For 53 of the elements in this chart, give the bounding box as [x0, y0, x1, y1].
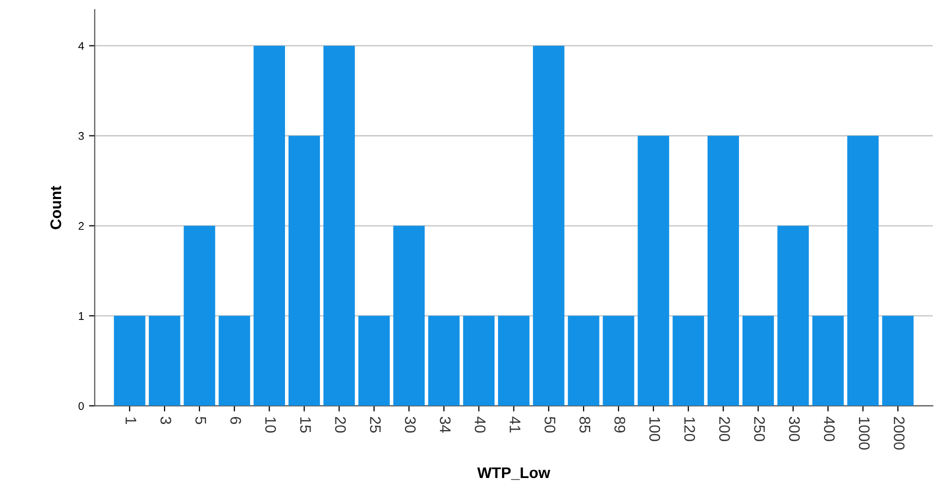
x-tick-label: 10 [265, 417, 276, 433]
bar [428, 316, 460, 406]
bar [148, 316, 180, 406]
bar [708, 136, 739, 406]
x-tick-label: 50 [544, 416, 556, 433]
y-axis-title: Count [50, 186, 62, 230]
bar [638, 136, 670, 406]
bar [184, 226, 216, 406]
bar [568, 316, 600, 406]
x-tick-label: 89 [614, 416, 626, 432]
x-axis-title: WTP_Low [477, 467, 550, 480]
x-tick-label: 6 [230, 417, 242, 424]
bar [882, 316, 914, 406]
bar [254, 46, 286, 406]
bar [358, 316, 390, 406]
x-tick-label: 300 [789, 416, 800, 442]
x-tick-label: 400 [824, 416, 835, 442]
bar [602, 316, 634, 406]
x-tick-label: 41 [510, 416, 520, 432]
x-tick-label: 15 [300, 417, 311, 433]
bar [742, 316, 774, 406]
bar [323, 46, 355, 406]
bar [532, 46, 564, 406]
x-tick-label: 5 [195, 416, 206, 424]
bar [672, 316, 704, 406]
bar [393, 226, 425, 406]
x-tick-label: 34 [440, 416, 451, 433]
y-tick-label: 0 [78, 402, 84, 410]
y-tick-label: 4 [78, 42, 84, 50]
x-tick-label: 85 [579, 416, 590, 433]
x-tick-label: 2000 [894, 416, 905, 450]
y-tick-label: 2 [78, 222, 84, 230]
x-tick-label: 3 [160, 416, 172, 424]
bar [847, 136, 879, 406]
x-tick-label: 25 [370, 416, 381, 433]
y-tick-label: 3 [78, 132, 84, 140]
bar [288, 136, 320, 406]
x-tick-label: 20 [335, 416, 346, 433]
bar [218, 316, 250, 406]
bar [114, 316, 146, 406]
y-tick-label: 1 [78, 312, 84, 320]
bar [463, 316, 495, 406]
bar [812, 316, 844, 406]
x-tick-label: 200 [719, 416, 730, 442]
x-tick-label: 40 [474, 416, 486, 433]
bar [498, 316, 530, 406]
x-tick-label: 1000 [858, 417, 870, 450]
x-tick-label: 120 [684, 417, 696, 442]
x-tick-label: 100 [649, 417, 660, 442]
x-tick-label: 1 [126, 417, 136, 424]
bar [777, 226, 809, 406]
x-tick-label: 250 [754, 416, 765, 442]
x-tick-label: 30 [404, 416, 416, 433]
